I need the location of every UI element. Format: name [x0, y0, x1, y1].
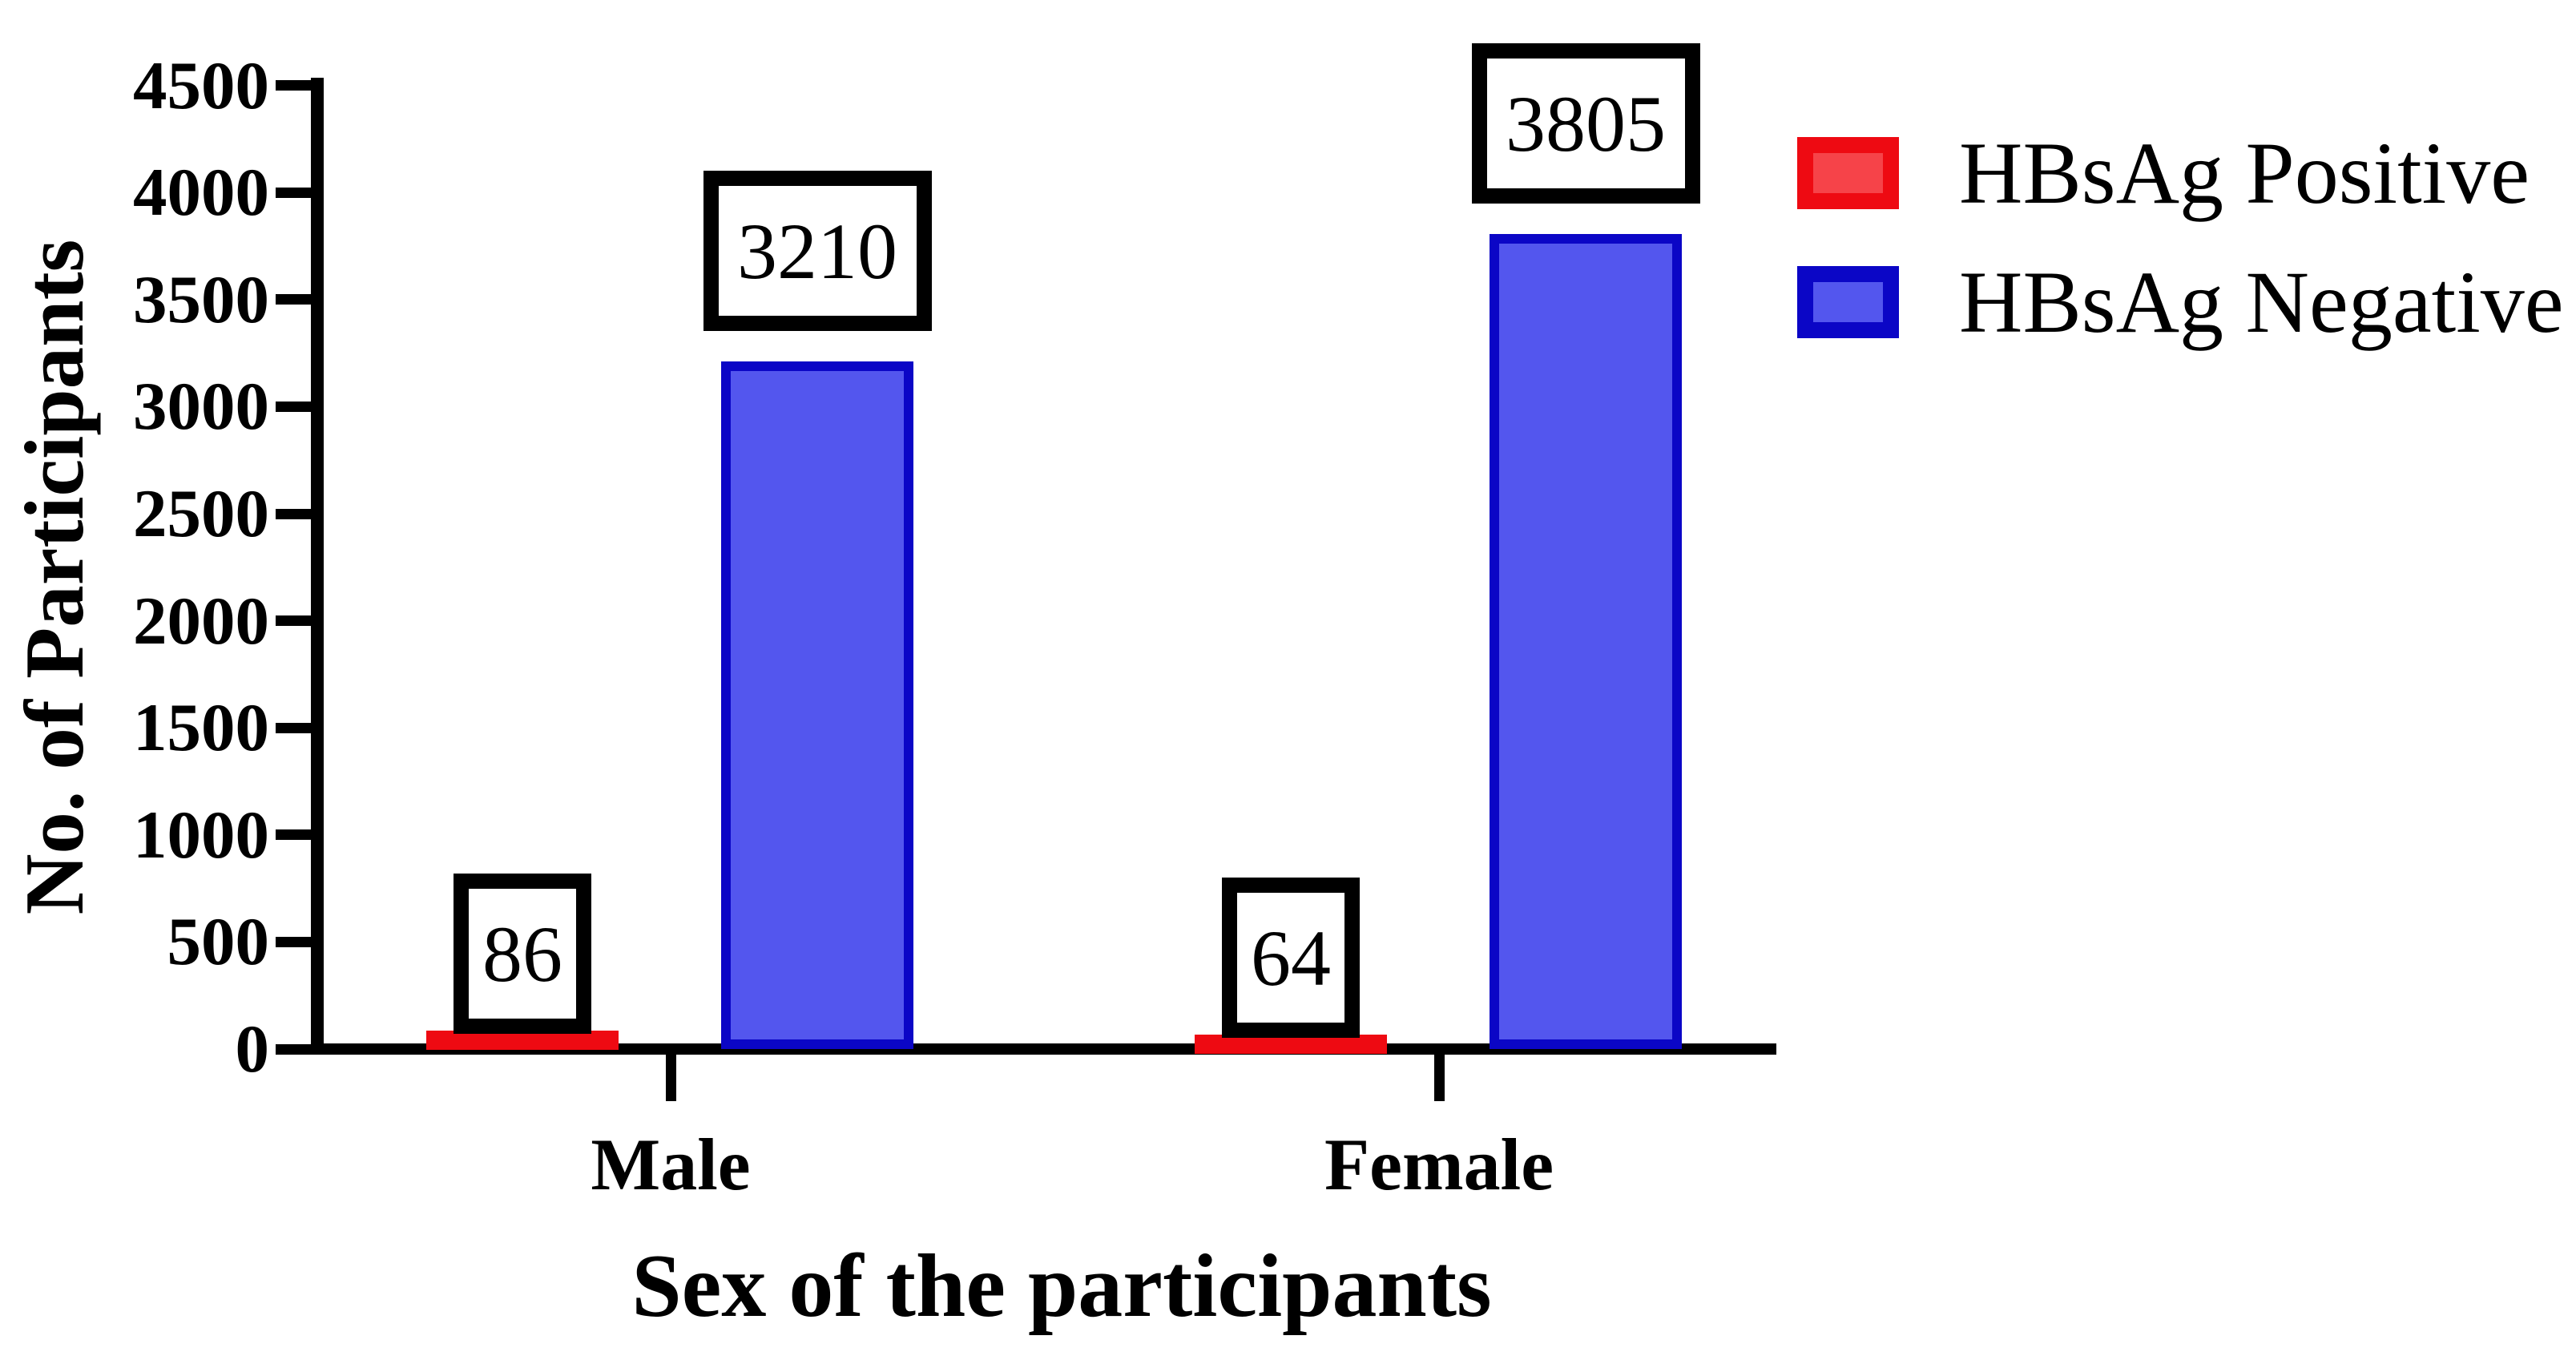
y-tick-mark — [276, 936, 312, 947]
x-tick-mark — [1433, 1055, 1445, 1101]
x-axis-line — [311, 1043, 1776, 1055]
legend-label-negative: HBsAg Negative — [1959, 253, 2564, 351]
y-tick-label: 2000 — [133, 583, 269, 659]
x-axis-title: Sex of the participants — [631, 1237, 1492, 1336]
legend-swatch-positive — [1797, 137, 1899, 209]
y-tick-mark — [276, 187, 312, 198]
y-tick-label: 500 — [167, 904, 270, 980]
x-category-label: Female — [1324, 1124, 1554, 1205]
legend-swatch-negative — [1797, 266, 1899, 338]
y-tick-label: 3000 — [133, 369, 269, 445]
legend-label-positive: HBsAg Positive — [1959, 124, 2530, 222]
y-tick-mark — [276, 80, 312, 91]
y-tick-mark — [276, 294, 312, 305]
y-axis-line — [311, 78, 324, 1055]
y-tick-mark — [276, 508, 312, 519]
y-tick-mark — [276, 829, 312, 841]
y-tick-label: 1500 — [133, 690, 269, 766]
value-label-box: 3805 — [1471, 43, 1700, 204]
y-tick-label: 4500 — [133, 47, 269, 123]
x-category-label: Male — [591, 1124, 751, 1205]
bar-negative-male — [721, 361, 913, 1049]
x-tick-mark — [665, 1055, 676, 1101]
value-label-box: 64 — [1222, 878, 1360, 1038]
y-tick-label: 1000 — [133, 797, 269, 873]
value-label-box: 86 — [454, 874, 591, 1034]
y-tick-mark — [276, 615, 312, 627]
y-tick-label: 2500 — [133, 476, 269, 551]
y-tick-label: 3500 — [133, 261, 269, 337]
y-axis-title: No. of Participants — [7, 239, 101, 915]
y-tick-label: 0 — [235, 1011, 270, 1087]
bar-negative-female — [1490, 234, 1682, 1049]
y-tick-mark — [276, 401, 312, 412]
y-tick-mark — [276, 722, 312, 733]
y-tick-label: 4000 — [133, 155, 269, 231]
y-tick-mark — [276, 1043, 312, 1055]
value-label-box: 3210 — [703, 171, 932, 331]
